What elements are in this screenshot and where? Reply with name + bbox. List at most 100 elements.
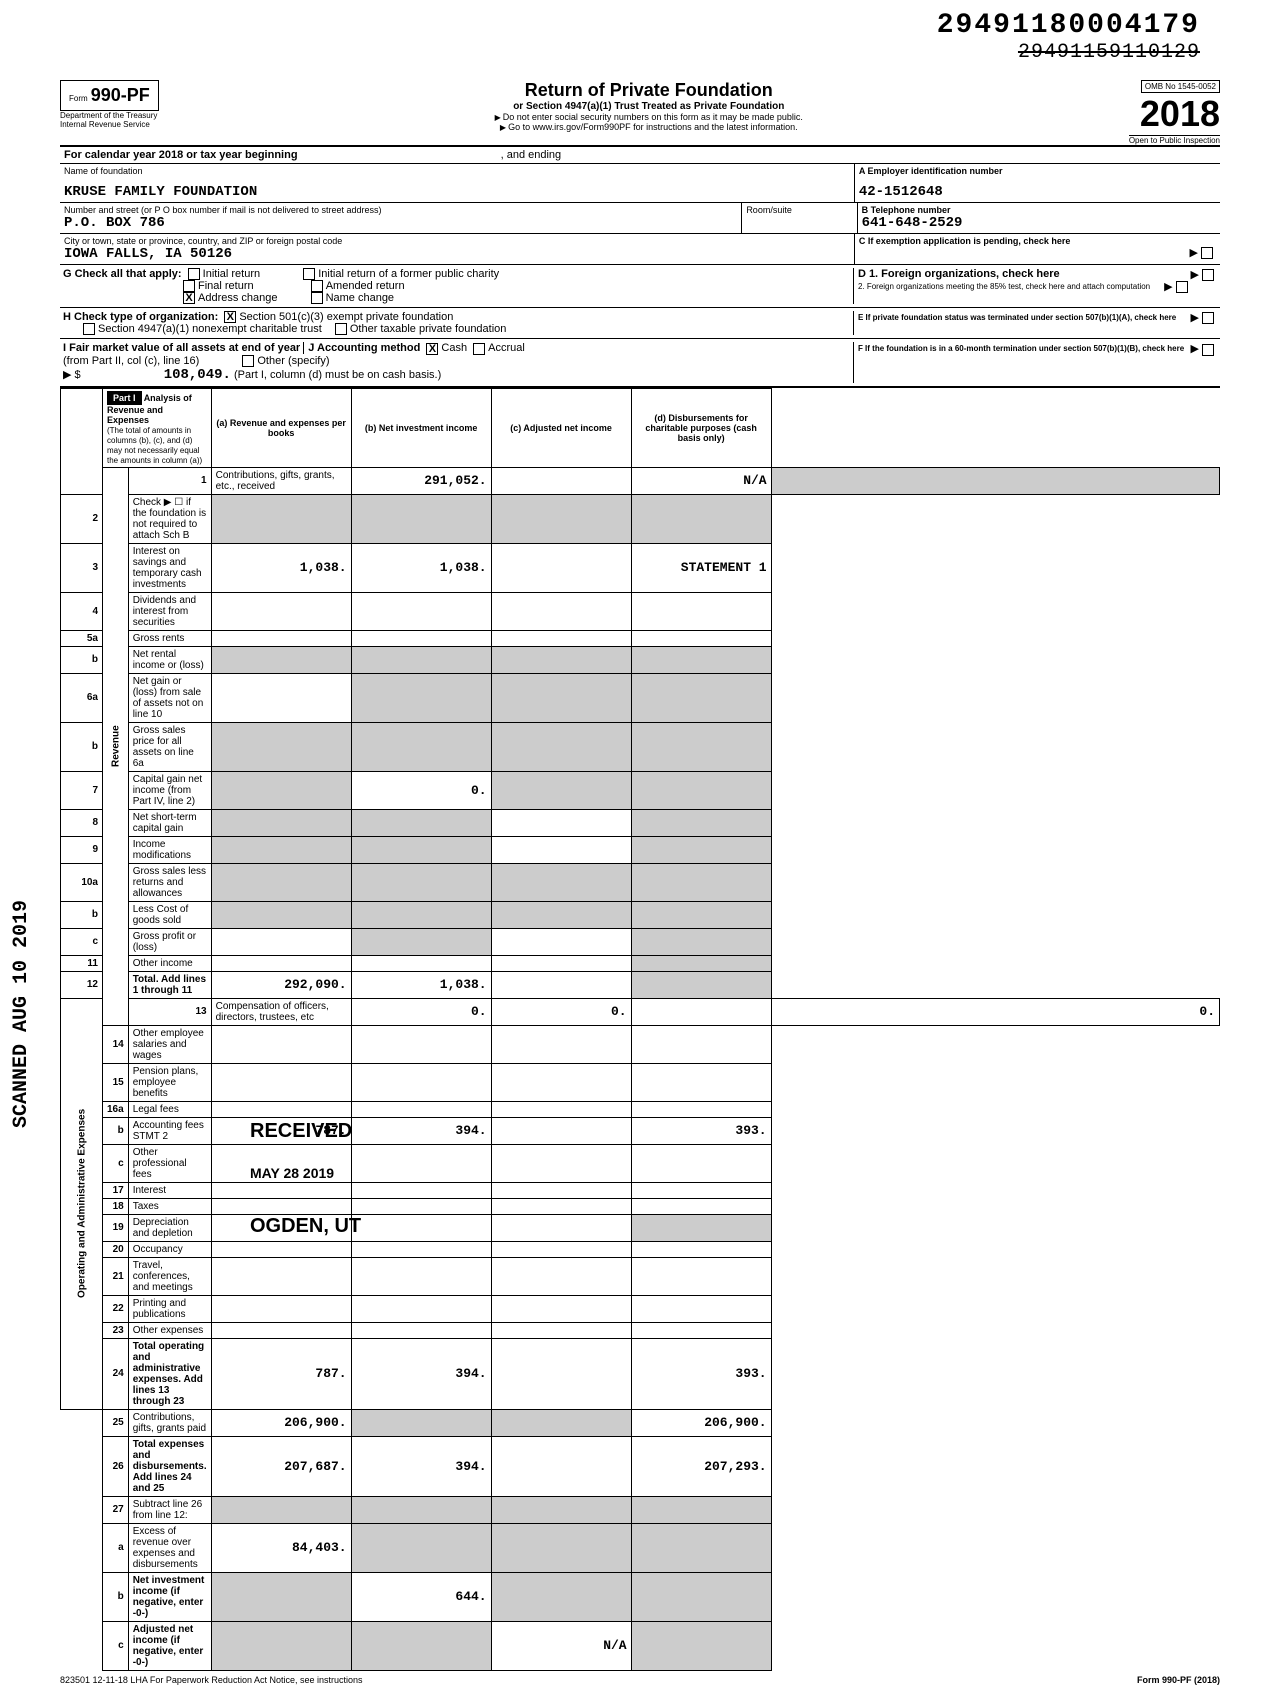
line-7: Capital gain net income (from Part IV, l… — [128, 771, 211, 809]
h-501c3-cb[interactable]: X — [224, 311, 236, 323]
part1-subtitle: (The total of amounts in columns (b), (c… — [107, 426, 202, 465]
phone-value: 641-648-2529 — [862, 215, 1216, 231]
line-22: Printing and publications — [128, 1295, 211, 1322]
d2-checkbox[interactable] — [1176, 281, 1188, 293]
g-final: Final return — [198, 280, 254, 292]
ein-label: A Employer identification number — [859, 166, 1216, 176]
city-c-row: City or town, state or province, country… — [60, 234, 1220, 265]
l24-b: 394. — [351, 1338, 491, 1409]
col-a-header: (a) Revenue and expenses per books — [211, 388, 351, 467]
footer: 823501 12-11-18 LHA For Paperwork Reduct… — [60, 1675, 1220, 1685]
form-title: Return of Private Foundation — [169, 80, 1129, 101]
col-c-header: (c) Adjusted net income — [491, 388, 631, 467]
d1-checkbox[interactable] — [1202, 269, 1214, 281]
line-1: Contributions, gifts, grants, etc., rece… — [211, 467, 351, 494]
form-id-block: Form 990-PF Department of the Treasury I… — [60, 80, 169, 129]
dln-stamp: 29491180004179 29491159110129 — [937, 10, 1200, 64]
year-block: OMB No 1545-0052 2018 Open to Public Ins… — [1129, 80, 1220, 145]
l27c-c: N/A — [491, 1621, 631, 1670]
g-initial-cb[interactable] — [188, 268, 200, 280]
period-row: For calendar year 2018 or tax year begin… — [60, 147, 1220, 164]
line-8: Net short-term capital gain — [128, 809, 211, 836]
l16b-b: 394. — [351, 1117, 491, 1144]
l16b-d: 393. — [631, 1117, 771, 1144]
line-3: Interest on savings and temporary cash i… — [128, 543, 211, 592]
l25-a: 206,900. — [211, 1409, 351, 1436]
line-5b: Net rental income or (loss) — [128, 646, 211, 673]
l26-d: 207,293. — [631, 1436, 771, 1496]
line-13: Compensation of officers, directors, tru… — [211, 998, 351, 1025]
l24-d: 393. — [631, 1338, 771, 1409]
line-16b: Accounting fees STMT 2 — [128, 1117, 211, 1144]
c-label: C If exemption application is pending, c… — [859, 236, 1216, 246]
section-i: I Fair market value of all assets at end… — [60, 339, 1220, 387]
line-16a: Legal fees — [128, 1101, 211, 1117]
part1-header: Part I — [107, 391, 142, 405]
title-block: Return of Private Foundation or Section … — [169, 80, 1129, 132]
l13-b: 0. — [491, 998, 631, 1025]
city-value: IOWA FALLS, IA 50126 — [64, 246, 850, 262]
form-prefix: Form — [69, 94, 88, 103]
dept-label: Department of the Treasury — [60, 111, 169, 120]
period-ending: , and ending — [501, 149, 562, 161]
name-ein-row: Name of foundation KRUSE FAMILY FOUNDATI… — [60, 164, 1220, 203]
note2: Go to www.irs.gov/Form990PF for instruct… — [169, 122, 1129, 132]
l26-b: 394. — [351, 1436, 491, 1496]
g-name: Name change — [326, 292, 395, 304]
l12-a: 292,090. — [211, 971, 351, 998]
g-name-cb[interactable] — [311, 292, 323, 304]
section-g: G Check all that apply: Initial return I… — [60, 265, 1220, 308]
inspect-label: Open to Public Inspection — [1129, 135, 1220, 145]
e-checkbox[interactable] — [1202, 312, 1214, 324]
line-27a: Excess of revenue over expenses and disb… — [128, 1523, 211, 1572]
line-27: Subtract line 26 from line 12: — [128, 1496, 211, 1523]
line-18: Taxes — [128, 1198, 211, 1214]
l3-b: 1,038. — [351, 543, 491, 592]
line-23: Other expenses — [128, 1322, 211, 1338]
irs-label: Internal Revenue Service — [60, 120, 169, 129]
g-former-cb[interactable] — [303, 268, 315, 280]
addr-phone-row: Number and street (or P O box number if … — [60, 203, 1220, 234]
g-addr-cb[interactable]: X — [183, 292, 195, 304]
line-11: Other income — [128, 955, 211, 971]
h-4947-cb[interactable] — [83, 323, 95, 335]
g-amended: Amended return — [326, 280, 405, 292]
footer-right: Form 990-PF (2018) — [1137, 1675, 1220, 1685]
j-cash: Cash — [441, 342, 467, 354]
line-27c: Adjusted net income (if negative, enter … — [128, 1621, 211, 1670]
line-2: Check ▶ ☐ if the foundation is not requi… — [128, 494, 211, 543]
c-checkbox[interactable] — [1201, 247, 1213, 259]
line-6a: Net gain or (loss) from sale of assets n… — [128, 673, 211, 722]
g-addr: Address change — [198, 292, 278, 304]
j-accrual-cb[interactable] — [473, 343, 485, 355]
revenue-label: Revenue — [103, 467, 129, 1025]
g-amended-cb[interactable] — [311, 280, 323, 292]
l27a-a: 84,403. — [211, 1523, 351, 1572]
l3-a: 1,038. — [211, 543, 351, 592]
line-12: Total. Add lines 1 through 11 — [128, 971, 211, 998]
h-other-cb[interactable] — [335, 323, 347, 335]
part1-table: Part I Analysis of Revenue and Expenses … — [60, 388, 1220, 1671]
line-21: Travel, conferences, and meetings — [128, 1257, 211, 1295]
line-27b: Net investment income (if negative, ente… — [128, 1572, 211, 1621]
h-opt3: Other taxable private foundation — [350, 323, 507, 335]
l13-a: 0. — [351, 998, 491, 1025]
line-4: Dividends and interest from securities — [128, 592, 211, 630]
h-label: H Check type of organization: — [63, 311, 218, 323]
j-other-cb[interactable] — [242, 355, 254, 367]
l12-b: 1,038. — [351, 971, 491, 998]
l27b-b: 644. — [351, 1572, 491, 1621]
j-cash-cb[interactable]: X — [426, 343, 438, 355]
footer-left: 823501 12-11-18 LHA For Paperwork Reduct… — [60, 1675, 363, 1685]
line-10c: Gross profit or (loss) — [128, 928, 211, 955]
i-label: I Fair market value of all assets at end… — [63, 342, 300, 354]
e-label: E If private foundation status was termi… — [858, 313, 1176, 322]
scanned-stamp: SCANNED AUG 10 2019 — [10, 900, 33, 1128]
ein-value: 42-1512648 — [859, 184, 1216, 200]
f-checkbox[interactable] — [1202, 344, 1214, 356]
h-opt1: Section 501(c)(3) exempt private foundat… — [239, 311, 453, 323]
section-h: H Check type of organization: XSection 5… — [60, 308, 1220, 339]
j-other: Other (specify) — [257, 355, 329, 367]
form-subtitle: or Section 4947(a)(1) Trust Treated as P… — [169, 101, 1129, 112]
g-final-cb[interactable] — [183, 280, 195, 292]
